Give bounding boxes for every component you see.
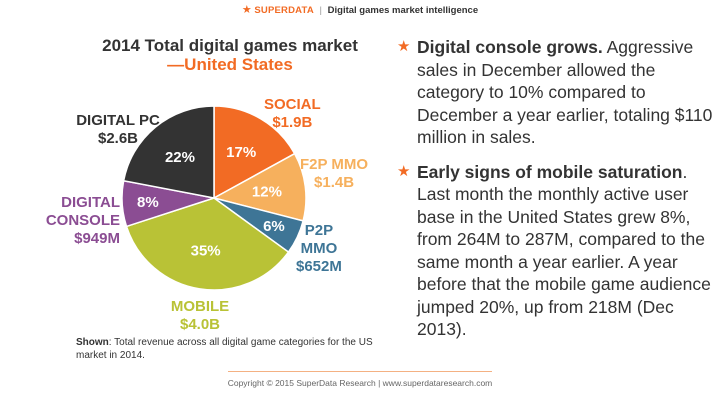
footer-copyright: Copyright © 2015 SuperData Research | ww…	[227, 378, 493, 388]
label-console-name2: CONSOLE	[45, 212, 120, 229]
label-mobile: MOBILE $4.0B	[160, 298, 240, 334]
label-f2p-value: $1.4B	[314, 174, 355, 191]
header: ★ SUPERDATA | Digital games market intel…	[0, 3, 720, 16]
star-bullet-icon: ★	[397, 162, 411, 180]
label-f2p-mmo: F2P MMO $1.4B	[300, 156, 368, 192]
chart-note: Shown: Total revenue across all digital …	[76, 336, 376, 362]
pie-percent-social: 17%	[226, 144, 256, 161]
pie-percent-p2p-mmo: 6%	[263, 218, 285, 235]
pie-percent-f2p-mmo: 12%	[252, 183, 282, 200]
label-social: SOCIAL $1.9B	[264, 96, 321, 132]
label-p2p-name1: P2P	[304, 222, 334, 239]
label-digital-console: DIGITAL CONSOLE $949M	[30, 194, 120, 248]
label-social-value: $1.9B	[272, 114, 313, 131]
pie-slice-mobile	[125, 197, 290, 291]
insight-digital-console: ★ Digital console grows. Aggressive sales…	[397, 36, 715, 149]
insight-heading: Early signs of mobile saturation	[417, 161, 683, 182]
label-p2p-name2: MMO	[300, 240, 338, 257]
label-mobile-value: $4.0B	[179, 316, 221, 333]
chart-note-bold: Shown	[76, 337, 109, 348]
pie-chart: 17% 12% 6% 35% 8% 22%	[121, 105, 307, 291]
label-console-value: $949M	[74, 230, 120, 247]
label-social-name: SOCIAL	[264, 96, 321, 113]
insight-mobile-saturation: ★ Early signs of mobile saturation. Last …	[397, 161, 715, 341]
label-f2p-name: F2P MMO	[300, 156, 369, 173]
label-console-name1: DIGITAL	[61, 194, 120, 211]
chart-note-text: : Total revenue across all digital game …	[76, 337, 373, 361]
label-p2p-mmo: P2P MMO $652M	[296, 222, 342, 276]
insights-list: ★ Digital console grows. Aggressive sales…	[397, 36, 715, 353]
brand-name: SUPERDATA	[254, 5, 314, 16]
pie-percent-digital-pc: 22%	[165, 149, 195, 166]
label-pc-name: DIGITAL PC	[76, 112, 160, 129]
pie-percent-digital-console: 8%	[137, 194, 159, 211]
label-p2p-value: $652M	[296, 258, 342, 275]
label-mobile-name: MOBILE	[170, 298, 230, 315]
star-bullet-icon: ★	[397, 38, 411, 55]
pie-slice-digital-pc	[122, 105, 215, 199]
insight-text: Aggressive sales in December allowed the…	[417, 37, 713, 147]
header-tagline: Digital games market intelligence	[327, 5, 479, 16]
header-separator: |	[319, 5, 322, 16]
label-digital-pc: DIGITAL PC $2.6B	[66, 112, 170, 148]
footer-divider	[228, 371, 492, 372]
insight-heading: Digital console grows.	[417, 37, 603, 57]
chart-title: 2014 Total digital games market	[102, 36, 358, 55]
label-pc-value: $2.6B	[97, 130, 139, 147]
insight-text: . Last month the monthly active user bas…	[417, 161, 711, 340]
superdata-star-icon: ★	[241, 4, 252, 16]
pie-slice-f2p-mmo	[211, 152, 307, 222]
pie-percent-mobile: 35%	[191, 243, 221, 260]
pie-slice-social	[213, 105, 296, 200]
chart-subtitle: —United States	[167, 55, 293, 74]
